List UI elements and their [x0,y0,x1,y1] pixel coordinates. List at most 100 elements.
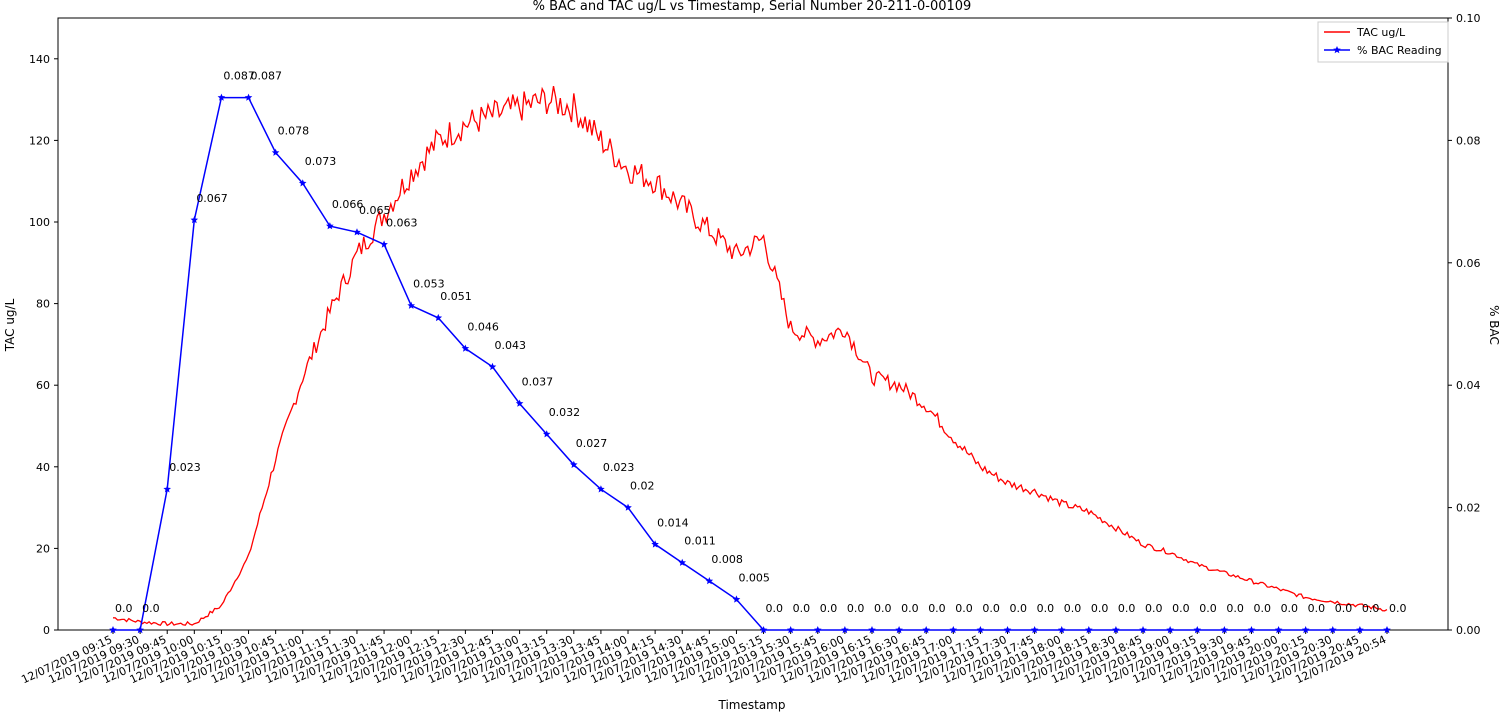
x-axis-label: Timestamp [718,698,786,712]
bac-point [542,430,551,438]
bac-data-label: 0.087 [223,70,255,83]
bac-data-label: 0.011 [684,535,716,548]
bac-data-label: 0.0 [1389,602,1407,615]
right-y-axis-label: % BAC [1487,305,1500,345]
bac-data-label: 0.051 [440,290,472,303]
bac-point [190,216,199,224]
bac-data-label: 0.067 [196,192,228,205]
bac-line [113,96,1387,631]
bac-data-label: 0.0 [115,602,133,615]
bac-data-label: 0.0 [1335,602,1353,615]
bac-point [353,228,361,236]
left-y-axis: 0 20 40 60 80 100 120 140 [29,53,58,637]
bac-data-label: 0.0 [766,602,784,615]
bac-point [434,313,443,322]
bac-data-label: 0.0 [820,602,838,615]
bac-point [868,626,876,634]
bac-point [1193,626,1202,634]
bac-point [732,595,741,603]
bac-data-label: 0.0 [1226,602,1244,615]
left-y-tick-label: 100 [29,216,50,229]
bac-point [298,179,307,187]
bac-data-label: 0.0 [1253,602,1271,615]
bac-point [841,626,849,634]
bac-data-label: 0.0 [1362,602,1380,615]
bac-point [271,148,280,156]
left-y-tick-label: 0 [43,624,50,637]
bac-point [1139,626,1147,634]
bac-point [244,93,253,101]
bac-data-label: 0.008 [711,553,743,566]
bac-data-label: 0.0 [1172,602,1190,615]
bac-data-label: 0.087 [251,70,283,83]
bac-point [597,485,605,493]
right-y-tick-label: 0.10 [1456,12,1481,25]
bac-data-label: 0.0 [1145,602,1163,615]
bac-point [1301,626,1310,634]
left-y-tick-label: 80 [36,298,50,311]
bac-point [1003,626,1012,634]
plot-area [57,17,1449,631]
bac-data-label: 0.037 [522,376,554,389]
bac-data-label: 0.0 [1091,602,1109,615]
bac-data-label: 0.0 [1118,602,1136,615]
bac-data-label: 0.027 [576,437,608,450]
bac-point [976,626,985,634]
bac-data-label: 0.053 [413,278,445,291]
bac-data-label: 0.0 [142,602,160,615]
bac-point [407,301,415,309]
bac-data-label: 0.0 [1308,602,1326,615]
left-y-tick-label: 140 [29,53,50,66]
bac-point [1356,626,1364,634]
bac-data-label: 0.078 [278,125,310,138]
tac-series [112,85,1388,627]
bac-data-label: 0.005 [738,571,770,584]
bac-data-label: 0.0 [1010,602,1028,615]
left-y-tick-label: 60 [36,379,50,392]
bac-data-label: 0.073 [305,155,337,168]
bac-point [814,626,822,634]
bac-data-label: 0.0 [1199,602,1217,615]
bac-data-label: 0.0 [1064,602,1082,615]
bac-data-label: 0.0 [1037,602,1055,615]
bac-point [895,626,903,634]
legend: TAC ug/L % BAC Reading [1317,21,1449,63]
bac-data-label: 0.0 [874,602,892,615]
bac-point [1220,626,1229,634]
right-y-tick-label: 0.08 [1456,134,1481,147]
left-y-tick-label: 40 [36,461,50,474]
bac-point [380,240,388,248]
bac-point [1166,626,1174,634]
bac-data-label: 0.0 [901,602,919,615]
bac-point [1030,626,1039,634]
bac-point [624,503,632,511]
bac-point [651,540,659,548]
bac-point [949,626,958,634]
bac-point [759,626,768,634]
bac-point [1085,626,1093,634]
bac-point [1274,626,1283,634]
right-y-tick-label: 0.04 [1456,379,1481,392]
bac-data-label: 0.0 [793,602,811,615]
bac-point [570,460,578,468]
tac-line [112,85,1388,627]
bac-data-label: 0.043 [494,339,526,352]
left-y-tick-label: 20 [36,542,50,555]
bac-point [217,93,226,101]
bac-point [136,626,144,634]
bac-data-label: 0.0 [928,602,946,615]
bac-data-label: 0.0 [982,602,1000,615]
bac-data-label: 0.014 [657,516,689,529]
plot-frame [57,17,1449,631]
left-y-axis-label: TAC ug/L [3,298,17,352]
legend-bac-label: % BAC Reading [1357,44,1442,57]
bac-data-label: 0.0 [1281,602,1299,615]
bac-data-label: 0.0 [955,602,973,615]
bac-point [163,485,171,493]
bac-point [1329,626,1337,634]
bac-point [326,222,334,230]
bac-point [1383,626,1391,634]
